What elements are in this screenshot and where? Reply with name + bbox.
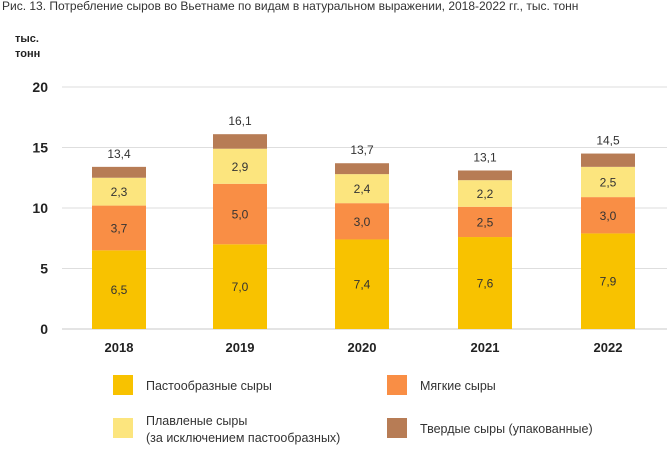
data-label: 2,4 [354, 182, 371, 196]
bar-segment [581, 197, 635, 234]
total-label: 14,5 [596, 134, 620, 148]
legend-label: Мягкие сыры [420, 379, 496, 393]
bar-segment [92, 205, 146, 251]
data-label: 3,0 [354, 215, 371, 229]
data-label: 7,4 [354, 278, 371, 292]
y-tick-label: 20 [32, 79, 48, 95]
bar-segment [458, 237, 512, 329]
x-tick-label: 2019 [226, 340, 255, 355]
bar-segment [213, 148, 267, 184]
data-label: 7,0 [232, 280, 249, 294]
total-label: 13,4 [107, 147, 131, 161]
y-tick-label: 5 [40, 261, 48, 277]
data-label: 2,2 [477, 187, 494, 201]
bar-segment [335, 174, 389, 204]
bar-segment [92, 166, 146, 178]
bar-segment [335, 163, 389, 175]
data-label: 7,9 [600, 275, 617, 289]
bars [92, 134, 635, 329]
y-tick-label: 10 [32, 200, 48, 216]
bar-segment [581, 153, 635, 167]
y-axis-label-line-1: тыс. [15, 33, 39, 45]
data-label: 5,0 [232, 208, 249, 222]
data-label: 2,9 [232, 160, 249, 174]
total-label: 13,1 [473, 150, 497, 164]
y-axis-ticks: 0 5 10 15 20 [32, 79, 48, 337]
data-label: 2,5 [600, 175, 617, 189]
bar-segment [458, 180, 512, 207]
bar-segment [458, 206, 512, 238]
legend-swatch [113, 375, 133, 395]
bar-segment [92, 177, 146, 206]
data-label: 2,5 [477, 215, 494, 229]
y-tick-label: 15 [32, 140, 48, 156]
total-label: 16,1 [228, 114, 252, 128]
legend-swatch [387, 375, 407, 395]
legend-label: Пастообразные сыры [146, 379, 272, 393]
bar-segment [213, 134, 267, 149]
data-label: 3,0 [600, 209, 617, 223]
bar-segment [335, 203, 389, 240]
bar-segment [458, 170, 512, 181]
legend: Пастообразные сыры Мягкие сыры Плавленые с… [113, 375, 593, 445]
bar-segment [335, 239, 389, 329]
x-tick-label: 2021 [471, 340, 500, 355]
y-axis-label-line-2: тонн [15, 48, 40, 60]
legend-swatch [387, 418, 407, 438]
bar-segment [92, 250, 146, 329]
data-labels: 6,5 3,7 2,3 13,4 7,0 5,0 2,9 16,1 7,4 3,0 2,4 13,7 7… [107, 114, 620, 297]
bar-segment [213, 244, 267, 329]
x-tick-label: 2020 [348, 340, 377, 355]
data-label: 2,3 [111, 185, 128, 199]
y-tick-label: 0 [40, 321, 48, 337]
total-label: 13,7 [350, 143, 374, 157]
x-tick-label: 2022 [594, 340, 623, 355]
bar-segment [581, 166, 635, 198]
x-tick-label: 2018 [105, 340, 134, 355]
bar-segment [213, 183, 267, 245]
chart-title: Рис. 13. Потребление сыров во Вьетнаме п… [2, 0, 578, 13]
legend-swatch [113, 418, 133, 438]
legend-label: (за исключением пастообразных) [146, 431, 340, 445]
bar-segment [581, 233, 635, 329]
data-label: 3,7 [111, 221, 128, 235]
legend-label: Твердые сыры (упакованные) [420, 422, 593, 436]
data-label: 7,6 [477, 277, 494, 291]
data-label: 6,5 [111, 283, 128, 297]
legend-label: Плавленые сыры [146, 414, 247, 428]
x-axis-ticks: 2018 2019 2020 2021 2022 [105, 340, 623, 355]
